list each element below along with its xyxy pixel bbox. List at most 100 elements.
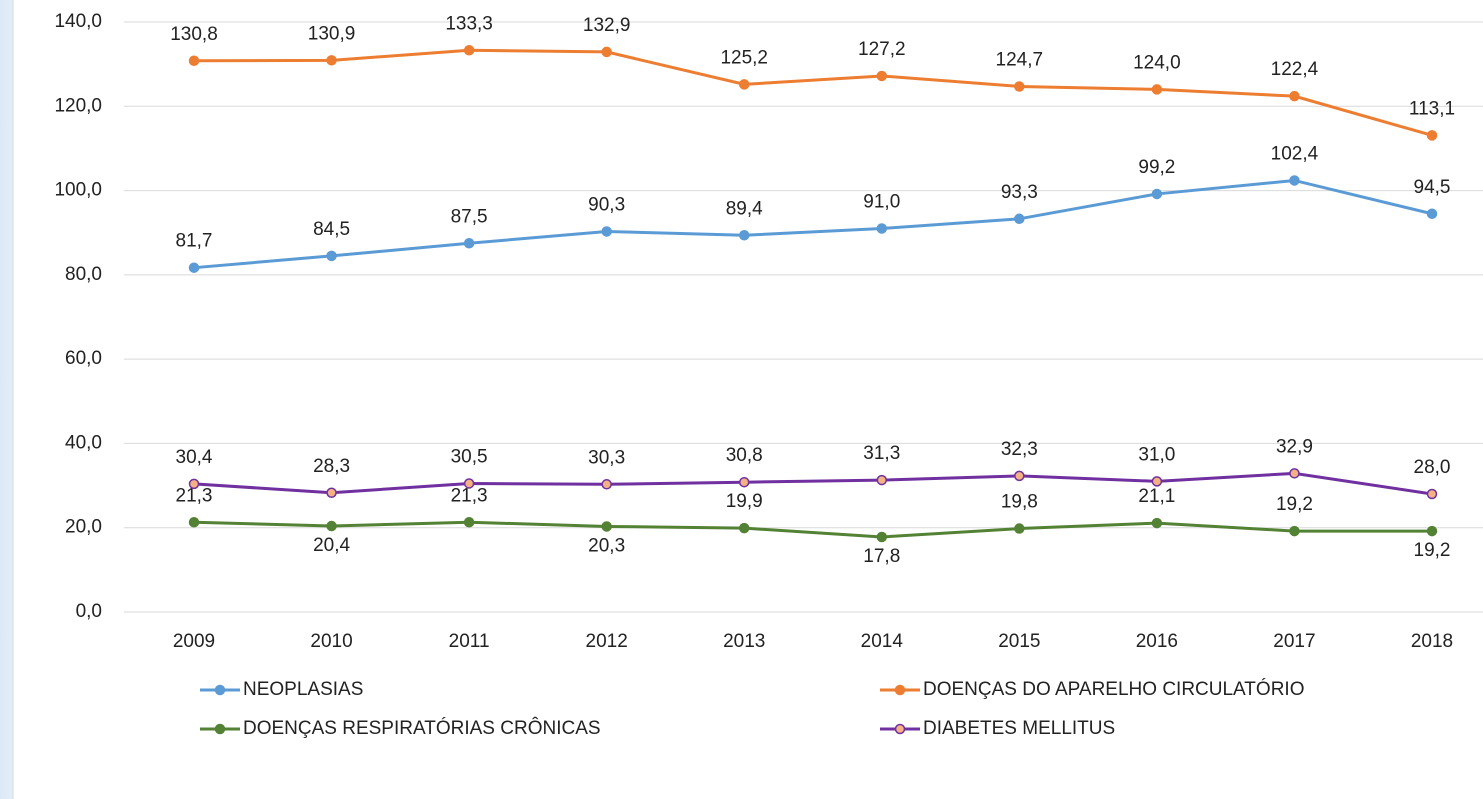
data-label: 31,3 — [863, 443, 900, 464]
marker — [1151, 188, 1163, 200]
legend-marker — [214, 723, 226, 735]
data-label: 125,2 — [720, 47, 768, 68]
marker — [1151, 84, 1163, 95]
data-label: 94,5 — [1414, 177, 1451, 198]
data-label: 113,1 — [1409, 98, 1455, 119]
data-label: 132,9 — [583, 15, 631, 36]
marker — [463, 238, 475, 249]
marker — [876, 70, 888, 82]
y-tick-label: 40,0 — [65, 432, 102, 453]
data-label: 32,3 — [1001, 439, 1038, 460]
data-label: 21,3 — [451, 485, 488, 506]
data-label: 102,4 — [1271, 143, 1319, 164]
marker — [601, 226, 612, 237]
marker — [1426, 525, 1438, 537]
data-label: 130,8 — [170, 24, 218, 45]
marker — [326, 520, 337, 532]
y-tick-label: 140,0 — [54, 11, 102, 32]
data-label: 90,3 — [588, 194, 625, 215]
legend-marker — [214, 684, 226, 696]
x-tick-label: 2016 — [1136, 631, 1178, 652]
data-label: 99,2 — [1138, 157, 1175, 178]
data-label: 130,9 — [308, 23, 356, 44]
x-tick-label: 2018 — [1411, 631, 1453, 652]
data-label: 19,2 — [1276, 494, 1313, 515]
marker — [1426, 208, 1438, 219]
marker — [1289, 90, 1300, 102]
data-label: 30,8 — [726, 445, 763, 466]
data-label: 30,3 — [588, 447, 625, 468]
marker — [463, 44, 475, 56]
legend-marker — [894, 684, 906, 696]
marker — [1014, 81, 1025, 92]
marker — [188, 262, 200, 273]
data-label: 133,3 — [445, 13, 493, 34]
marker — [876, 474, 888, 486]
marker — [876, 531, 888, 543]
data-label: 30,4 — [176, 447, 213, 468]
data-label: 124,0 — [1133, 52, 1181, 73]
marker — [1426, 130, 1438, 141]
series-line — [193, 520, 1432, 539]
data-label: 84,5 — [313, 219, 350, 240]
marker — [463, 478, 475, 489]
data-label: 28,0 — [1414, 457, 1451, 478]
x-tick-label: 2015 — [998, 631, 1040, 652]
legend-label: DOENÇAS RESPIRATÓRIAS CRÔNICAS — [243, 717, 601, 739]
marker — [1151, 517, 1163, 529]
x-tick-label: 2009 — [173, 631, 215, 652]
marker — [1289, 175, 1300, 186]
marker — [876, 223, 888, 234]
marker — [463, 516, 475, 528]
data-label: 31,0 — [1138, 444, 1175, 465]
y-tick-label: 20,0 — [65, 517, 102, 538]
marker — [1014, 213, 1025, 225]
marker — [188, 478, 200, 490]
data-label: 28,3 — [313, 456, 350, 477]
x-tick-label: 2017 — [1273, 631, 1315, 652]
data-label: 19,2 — [1414, 540, 1451, 561]
series-line — [193, 471, 1433, 496]
data-label: 91,0 — [863, 192, 900, 213]
x-tick-label: 2012 — [586, 631, 628, 652]
y-tick-label: 0,0 — [76, 601, 102, 622]
y-tick-label: 80,0 — [65, 264, 102, 285]
legend-marker — [894, 723, 906, 735]
y-tick-label: 120,0 — [54, 95, 102, 116]
data-label: 30,5 — [451, 446, 488, 467]
x-tick-label: 2011 — [449, 631, 490, 652]
legend-label: DOENÇAS DO APARELHO CIRCULATÓRIO — [923, 678, 1304, 700]
x-tick-label: 2010 — [310, 631, 352, 652]
marker — [738, 476, 750, 488]
data-label: 122,4 — [1271, 59, 1319, 80]
marker — [601, 46, 612, 58]
plot-background — [13, 0, 1483, 799]
data-label: 124,7 — [996, 49, 1044, 70]
marker — [1151, 476, 1163, 487]
y-tick-label: 60,0 — [65, 348, 102, 369]
marker — [326, 55, 337, 66]
data-label: 21,1 — [1138, 486, 1175, 507]
marker — [601, 479, 612, 490]
marker — [1014, 523, 1025, 534]
marker — [738, 229, 750, 241]
marker — [188, 516, 200, 528]
marker — [1426, 488, 1438, 500]
data-label: 17,8 — [863, 546, 900, 567]
data-label: 93,3 — [1001, 182, 1038, 203]
legend-label: NEOPLASIAS — [243, 679, 363, 700]
data-label: 20,3 — [588, 535, 625, 556]
data-label: 81,7 — [176, 231, 213, 252]
marker — [738, 522, 750, 534]
x-tick-label: 2014 — [861, 631, 904, 652]
marker — [1289, 525, 1300, 537]
data-label: 21,3 — [176, 485, 213, 506]
marker — [326, 487, 337, 498]
series-line — [193, 48, 1433, 137]
data-label: 19,8 — [1001, 492, 1038, 513]
marker — [1014, 470, 1025, 482]
x-tick-label: 2013 — [723, 631, 765, 652]
data-label: 32,9 — [1276, 436, 1313, 457]
data-label: 89,4 — [726, 198, 763, 219]
